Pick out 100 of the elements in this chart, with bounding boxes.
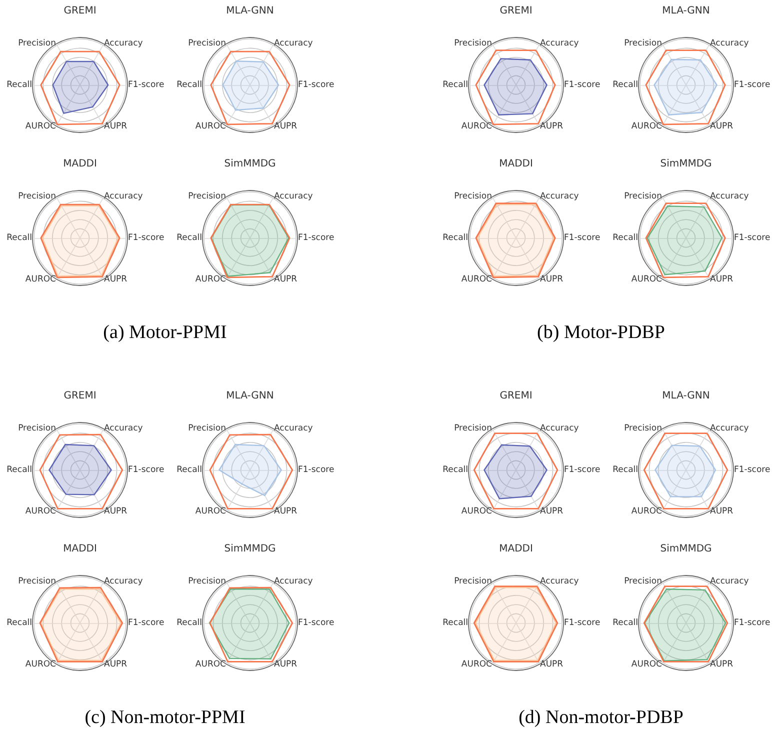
spoke-label: F1-score — [564, 618, 600, 628]
spoke-label: Recall — [176, 465, 202, 475]
spoke-label: AUPR — [104, 660, 128, 670]
spoke-label: Precision — [454, 38, 492, 48]
spoke-label: AUROC — [25, 122, 56, 132]
spoke-label: AUROC — [461, 506, 492, 517]
spoke-label: Precision — [454, 423, 492, 434]
spoke-label: AUROC — [461, 660, 492, 670]
spoke-label: Accuracy — [104, 576, 143, 586]
chart-title: MADDI — [499, 544, 533, 554]
spoke-label: Accuracy — [540, 423, 579, 434]
spoke-label: Recall — [612, 465, 638, 475]
spoke-label: Precision — [188, 191, 226, 202]
spoke-label: Precision — [454, 191, 492, 202]
spoke-label: Precision — [624, 576, 662, 586]
spoke-label: AUROC — [25, 660, 56, 670]
spoke-label: Precision — [188, 38, 226, 48]
spoke-label: AUPR — [104, 274, 128, 285]
spoke-label: Recall — [442, 233, 468, 243]
spoke-label: AUPR — [274, 122, 298, 132]
spoke-label: AUPR — [274, 274, 298, 285]
spoke-label: Recall — [442, 80, 468, 90]
spoke-label: Accuracy — [540, 576, 579, 586]
spoke-label: Precision — [18, 38, 56, 48]
spoke-label: Precision — [188, 576, 226, 586]
spoke-label: AUROC — [461, 274, 492, 285]
chart-title: SimMMDG — [660, 158, 712, 170]
spoke-label: Accuracy — [274, 576, 313, 586]
spoke-label: AUROC — [631, 506, 662, 517]
spoke-label: AUPR — [540, 122, 564, 132]
spoke-label: AUROC — [461, 122, 492, 132]
chart-title: GREMI — [500, 6, 532, 16]
spoke-label: AUPR — [274, 660, 298, 670]
spoke-label: F1-score — [734, 618, 770, 628]
spoke-label: Recall — [176, 618, 202, 628]
spoke-label: AUPR — [710, 122, 734, 132]
spoke-label: AUPR — [710, 506, 734, 517]
spoke-label: AUROC — [195, 274, 226, 285]
text: (b) Motor-PDBP — [537, 322, 665, 344]
spoke-label: Accuracy — [710, 423, 749, 434]
spoke-label: Recall — [612, 80, 638, 90]
chart-title: MADDI — [63, 544, 97, 554]
spoke-label: Recall — [442, 465, 468, 475]
chart-title: MADDI — [63, 158, 97, 170]
chart-title: GREMI — [64, 6, 96, 16]
spoke-label: F1-score — [298, 233, 334, 243]
spoke-label: Accuracy — [274, 38, 313, 48]
spoke-label: Recall — [6, 465, 32, 475]
spoke-label: F1-score — [128, 465, 164, 475]
spoke-label: F1-score — [298, 80, 334, 90]
spoke-label: F1-score — [298, 465, 334, 475]
spoke-label: Recall — [442, 618, 468, 628]
spoke-label: F1-score — [734, 80, 770, 90]
spoke-label: Precision — [624, 191, 662, 202]
spoke-label: AUROC — [25, 274, 56, 285]
chart-title: MLA-GNN — [662, 390, 710, 402]
spoke-label: Precision — [18, 576, 56, 586]
spoke-label: AUPR — [104, 122, 128, 132]
spoke-label: Accuracy — [104, 38, 143, 48]
spoke-label: Recall — [6, 618, 32, 628]
spoke-label: AUROC — [631, 660, 662, 670]
spoke-label: Accuracy — [274, 191, 313, 202]
spoke-label: F1-score — [564, 80, 600, 90]
spoke-label: Accuracy — [274, 423, 313, 434]
spoke-label: Accuracy — [540, 38, 579, 48]
chart-title: MLA-GNN — [662, 6, 710, 16]
text: (d) Non-motor-PDBP — [518, 707, 684, 729]
text: (a) Motor-PPMI — [103, 322, 227, 344]
spoke-label: AUROC — [25, 506, 56, 517]
spoke-label: AUPR — [540, 506, 564, 517]
spoke-label: Recall — [176, 233, 202, 243]
spoke-label: F1-score — [734, 465, 770, 475]
spoke-label: Accuracy — [540, 191, 579, 202]
spoke-label: AUPR — [274, 506, 298, 517]
spoke-label: Precision — [18, 191, 56, 202]
spoke-label: Accuracy — [710, 191, 749, 202]
spoke-label: F1-score — [564, 233, 600, 243]
chart-title: GREMI — [500, 390, 532, 402]
spoke-label: Accuracy — [710, 38, 749, 48]
chart-title: MLA-GNN — [226, 6, 274, 16]
spoke-label: F1-score — [564, 465, 600, 475]
spoke-label: AUPR — [104, 506, 128, 517]
chart-title: SimMMDG — [660, 544, 712, 554]
spoke-label: F1-score — [128, 80, 164, 90]
spoke-label: AUPR — [540, 274, 564, 285]
spoke-label: Precision — [624, 38, 662, 48]
spoke-label: F1-score — [128, 618, 164, 628]
spoke-label: Accuracy — [104, 191, 143, 202]
spoke-label: Recall — [6, 233, 32, 243]
spoke-label: Recall — [612, 618, 638, 628]
spoke-label: Precision — [454, 576, 492, 586]
spoke-label: F1-score — [734, 233, 770, 243]
text: (c) Non-motor-PPMI — [84, 707, 246, 729]
chart-title: MLA-GNN — [226, 390, 274, 402]
spoke-label: Accuracy — [104, 423, 143, 434]
spoke-label: AUPR — [710, 274, 734, 285]
spoke-label: AUROC — [195, 660, 226, 670]
spoke-label: AUPR — [710, 660, 734, 670]
spoke-label: AUPR — [540, 660, 564, 670]
chart-title: SimMMDG — [224, 158, 276, 170]
